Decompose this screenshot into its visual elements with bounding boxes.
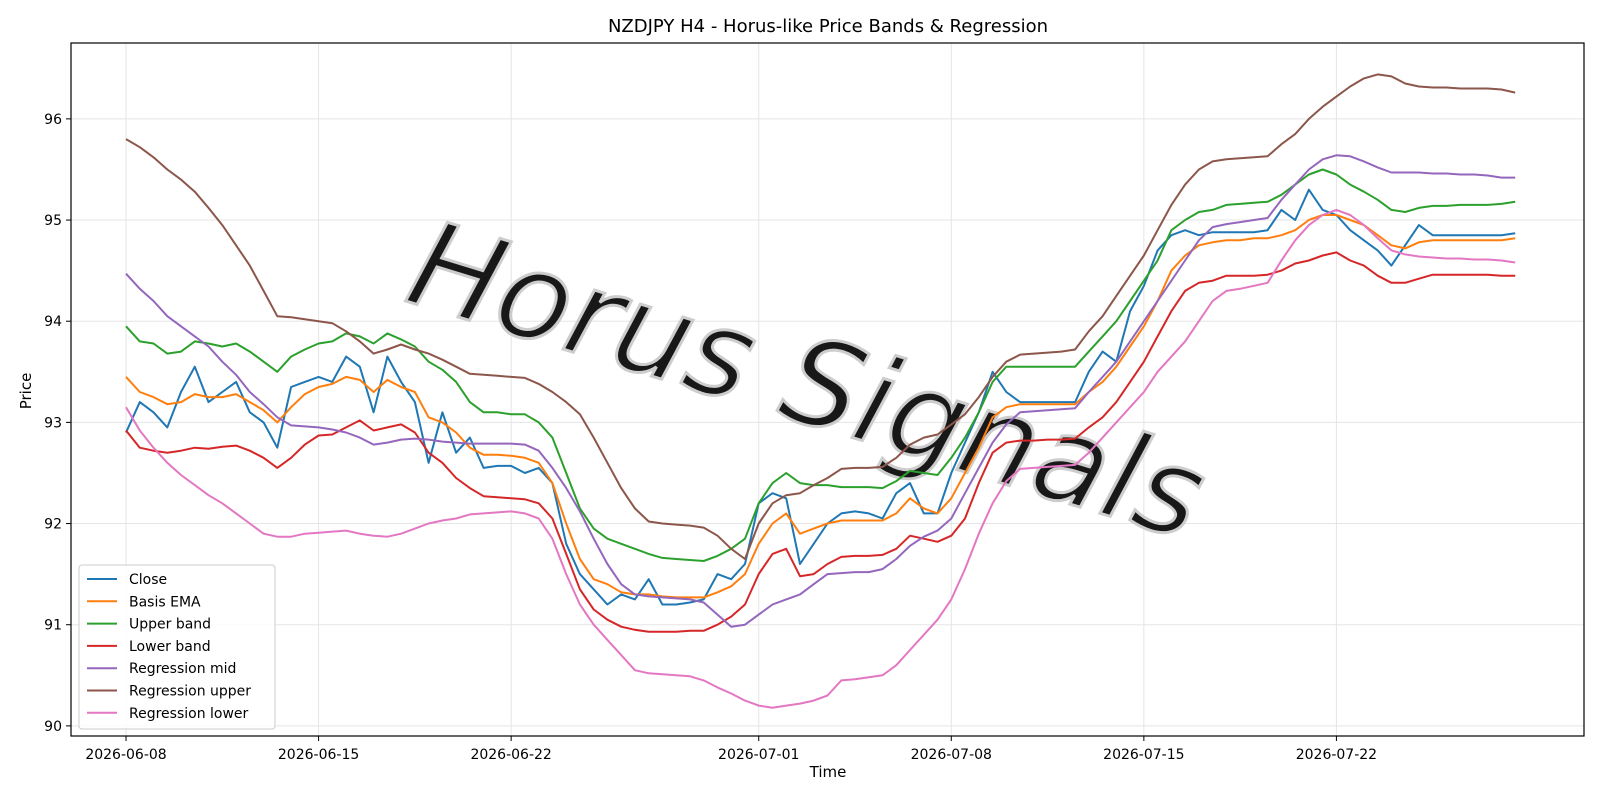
plot-frame — [70, 42, 1585, 737]
axis-ticks: 2026-06-08 2026-06-15 2026-06-22 2026-07-01… — [44, 112, 1377, 763]
legend-label: Lower band — [129, 639, 211, 655]
y-tick-label: 90 — [44, 719, 62, 735]
y-tick-label: 95 — [44, 213, 62, 229]
legend-label: Upper band — [129, 617, 211, 633]
legend-label: Close — [129, 572, 167, 588]
legend: Close Basis EMA Upper band Lower band Regres… — [78, 564, 276, 730]
series-line-basis-ema — [125, 214, 1516, 599]
x-axis-label: Time — [809, 763, 847, 781]
x-tick-label: 2026-07-15 — [1103, 747, 1184, 763]
legend-label: Regression upper — [129, 684, 251, 700]
legend-label: Regression lower — [129, 706, 249, 722]
legend-box — [78, 564, 276, 730]
y-tick-label: 94 — [44, 314, 62, 330]
x-tick-label: 2026-06-08 — [85, 747, 166, 763]
series-line-close — [125, 188, 1516, 606]
series-line-lower-band — [125, 251, 1516, 633]
series-line-regression-lower — [125, 208, 1516, 709]
series-line-regression-mid — [125, 154, 1516, 628]
series-line-upper-band — [125, 168, 1516, 562]
x-tick-label: 2026-06-15 — [278, 747, 359, 763]
x-tick-label: 2026-06-22 — [470, 747, 551, 763]
x-tick-label: 2026-07-08 — [911, 747, 992, 763]
y-tick-label: 92 — [44, 517, 62, 533]
series-layer — [125, 73, 1516, 709]
series-line-regression-upper — [125, 73, 1516, 560]
legend-label: Regression mid — [129, 661, 236, 677]
chart-title: NZDJPY H4 - Horus-like Price Bands & Reg… — [608, 16, 1048, 37]
x-tick-label: 2026-07-22 — [1296, 747, 1377, 763]
y-tick-label: 91 — [44, 618, 62, 634]
legend-label: Basis EMA — [129, 594, 201, 610]
y-tick-label: 96 — [44, 112, 62, 128]
x-tick-label: 2026-07-01 — [718, 747, 799, 763]
y-axis-label: Price — [17, 373, 35, 410]
y-tick-label: 93 — [44, 415, 62, 431]
